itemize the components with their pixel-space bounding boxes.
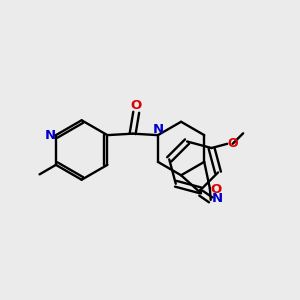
- Text: O: O: [211, 183, 222, 196]
- Text: O: O: [130, 99, 142, 112]
- Text: N: N: [152, 123, 164, 136]
- Text: N: N: [212, 192, 223, 205]
- Text: N: N: [45, 129, 56, 142]
- Text: O: O: [227, 137, 238, 150]
